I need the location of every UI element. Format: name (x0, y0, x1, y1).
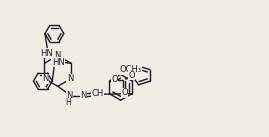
Text: H: H (65, 98, 70, 107)
Text: HN: HN (40, 49, 53, 58)
Text: HN: HN (52, 58, 65, 67)
Text: N: N (80, 91, 87, 100)
Text: O: O (111, 75, 118, 84)
Text: N: N (55, 51, 61, 60)
Text: O: O (121, 88, 128, 97)
Text: CH: CH (91, 89, 104, 98)
Text: N: N (42, 74, 49, 83)
Text: N: N (67, 74, 73, 83)
Text: OCH₃: OCH₃ (120, 65, 142, 75)
Text: N: N (66, 91, 73, 100)
Text: O: O (129, 71, 135, 80)
